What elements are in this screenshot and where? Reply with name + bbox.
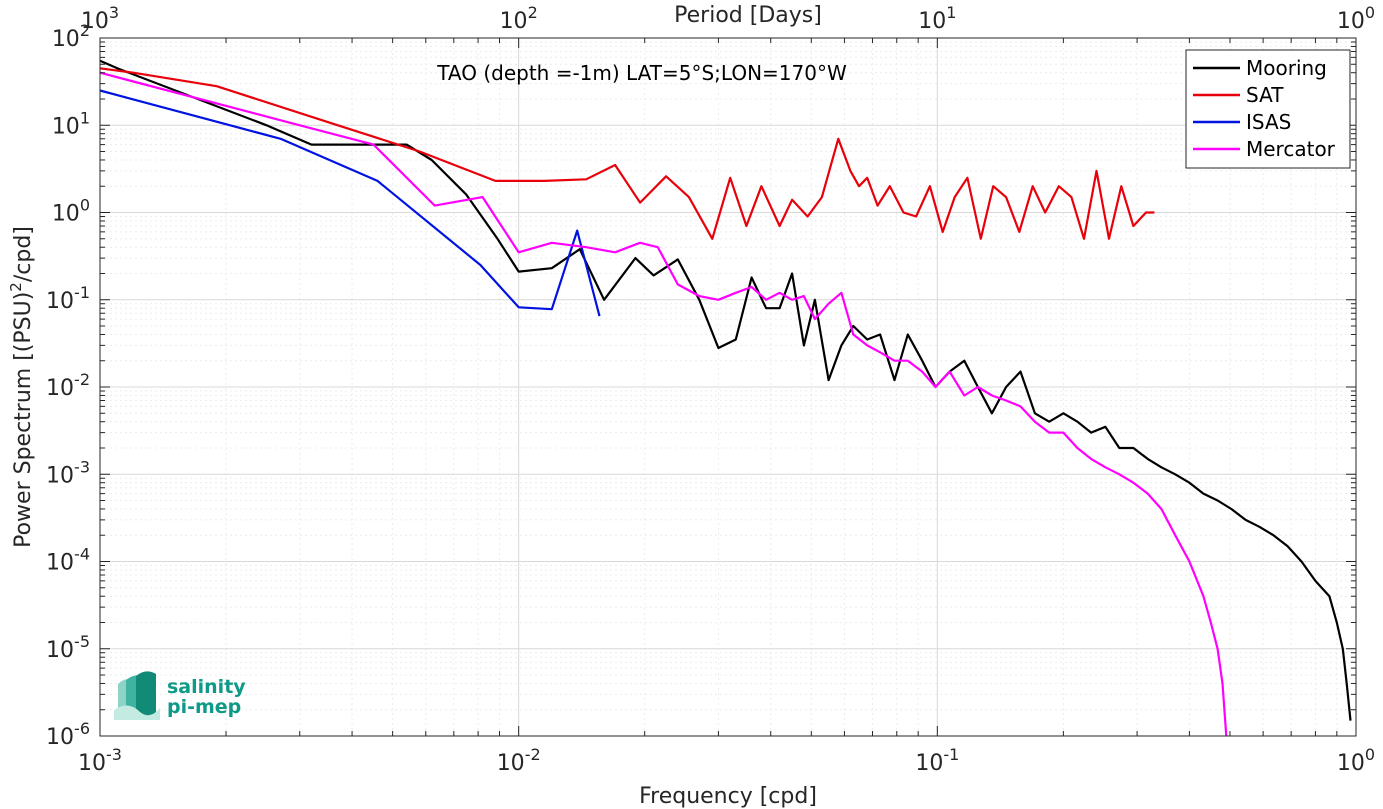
top-tick-labels: 103 102 101 100 xyxy=(81,3,1375,34)
top-tick-label-base: 10 xyxy=(918,9,946,34)
y-tick-label-exponent: 2 xyxy=(80,21,90,40)
y-tick-label-base: 10 xyxy=(46,376,74,401)
x-tick-label-base: 10 xyxy=(915,751,943,776)
y-tick-label-base: 10 xyxy=(46,725,74,750)
series-line-isas xyxy=(99,89,601,317)
y-tick-label-exponent: -3 xyxy=(74,457,90,476)
series-line-mooring xyxy=(99,59,1352,721)
legend-label-mooring: Mooring xyxy=(1246,56,1327,80)
legend-label-sat: SAT xyxy=(1246,83,1284,107)
y-tick-label-exponent: 0 xyxy=(80,196,90,215)
top-tick-label-base: 10 xyxy=(1337,9,1365,34)
x-tick-label: 10-3 xyxy=(78,745,122,776)
top-tick-label: 103 xyxy=(81,3,119,34)
y-tick-label: 10-6 xyxy=(46,719,90,750)
logo-waves-icon xyxy=(114,671,160,720)
chart-title: TAO (depth =-1m) LAT=5°S;LON=170°W xyxy=(436,61,847,85)
x-tick-label-exponent: -3 xyxy=(106,745,122,764)
logo-text-line2: pi-mep xyxy=(167,696,241,718)
y-tick-label: 10-2 xyxy=(46,370,90,401)
salinity-pi-mep-logo: salinity pi-mep xyxy=(114,671,246,720)
y-tick-label: 10-5 xyxy=(46,632,90,663)
top-tick-label-exponent: 0 xyxy=(1365,3,1375,22)
y-tick-label: 10-1 xyxy=(46,283,90,314)
series-lines xyxy=(99,59,1352,737)
y-axis-title-part1: Power Spectrum [(PSU) xyxy=(11,292,36,548)
top-tick-label-exponent: 1 xyxy=(946,3,956,22)
legend: Mooring SAT ISAS Mercator xyxy=(1185,49,1351,169)
y-tick-label-exponent: -2 xyxy=(74,370,90,389)
axis-ticks xyxy=(99,37,1357,737)
y-tick-label-exponent: -6 xyxy=(74,719,90,738)
top-axis-title: Period [Days] xyxy=(674,3,822,28)
top-tick-label-exponent: 3 xyxy=(109,3,119,22)
x-tick-label: 10-2 xyxy=(497,745,541,776)
y-tick-label: 101 xyxy=(52,108,90,139)
y-tick-label: 102 xyxy=(52,21,90,52)
top-tick-label-base: 10 xyxy=(81,9,109,34)
y-tick-label-base: 10 xyxy=(46,463,74,488)
x-tick-labels: 10-3 10-2 10-1 100 xyxy=(78,745,1375,776)
legend-label-mercator: Mercator xyxy=(1246,137,1336,161)
legend-label-isas: ISAS xyxy=(1246,110,1291,134)
series-line-sat xyxy=(99,67,1155,240)
y-axis-title-exp: 2 xyxy=(7,282,25,292)
x-tick-label: 10-1 xyxy=(915,745,959,776)
y-tick-label-base: 10 xyxy=(52,27,80,52)
top-tick-label: 100 xyxy=(1337,3,1375,34)
x-tick-label-exponent: -2 xyxy=(525,745,541,764)
x-tick-label-base: 10 xyxy=(1337,751,1365,776)
top-tick-label-base: 10 xyxy=(500,9,528,34)
x-tick-label-exponent: -1 xyxy=(943,745,959,764)
y-tick-label-base: 10 xyxy=(52,114,80,139)
y-tick-label: 100 xyxy=(52,196,90,227)
y-tick-label: 10-4 xyxy=(46,545,90,576)
x-tick-label: 100 xyxy=(1337,745,1375,776)
series-line-mercator xyxy=(99,71,1228,737)
x-tick-label-base: 10 xyxy=(497,751,525,776)
y-axis-title-part3: /cpd] xyxy=(11,226,36,282)
y-tick-label-base: 10 xyxy=(52,202,80,227)
y-axis-title: Power Spectrum [(PSU)2/cpd] xyxy=(7,226,36,548)
y-tick-label-exponent: -4 xyxy=(74,545,90,564)
y-tick-label-base: 10 xyxy=(46,289,74,314)
y-tick-label-exponent: -1 xyxy=(74,283,90,302)
y-tick-label-base: 10 xyxy=(46,551,74,576)
y-tick-label: 10-3 xyxy=(46,457,90,488)
top-tick-label: 102 xyxy=(500,3,538,34)
y-tick-label-exponent: 1 xyxy=(80,108,90,127)
logo-text-line1: salinity xyxy=(167,676,246,698)
y-tick-label-base: 10 xyxy=(46,638,74,663)
x-axis-title: Frequency [cpd] xyxy=(639,784,817,809)
x-tick-label-base: 10 xyxy=(78,751,106,776)
top-tick-label-exponent: 2 xyxy=(528,3,538,22)
x-tick-label-exponent: 0 xyxy=(1365,745,1375,764)
y-tick-label-exponent: -5 xyxy=(74,632,90,651)
top-tick-label: 101 xyxy=(918,3,956,34)
